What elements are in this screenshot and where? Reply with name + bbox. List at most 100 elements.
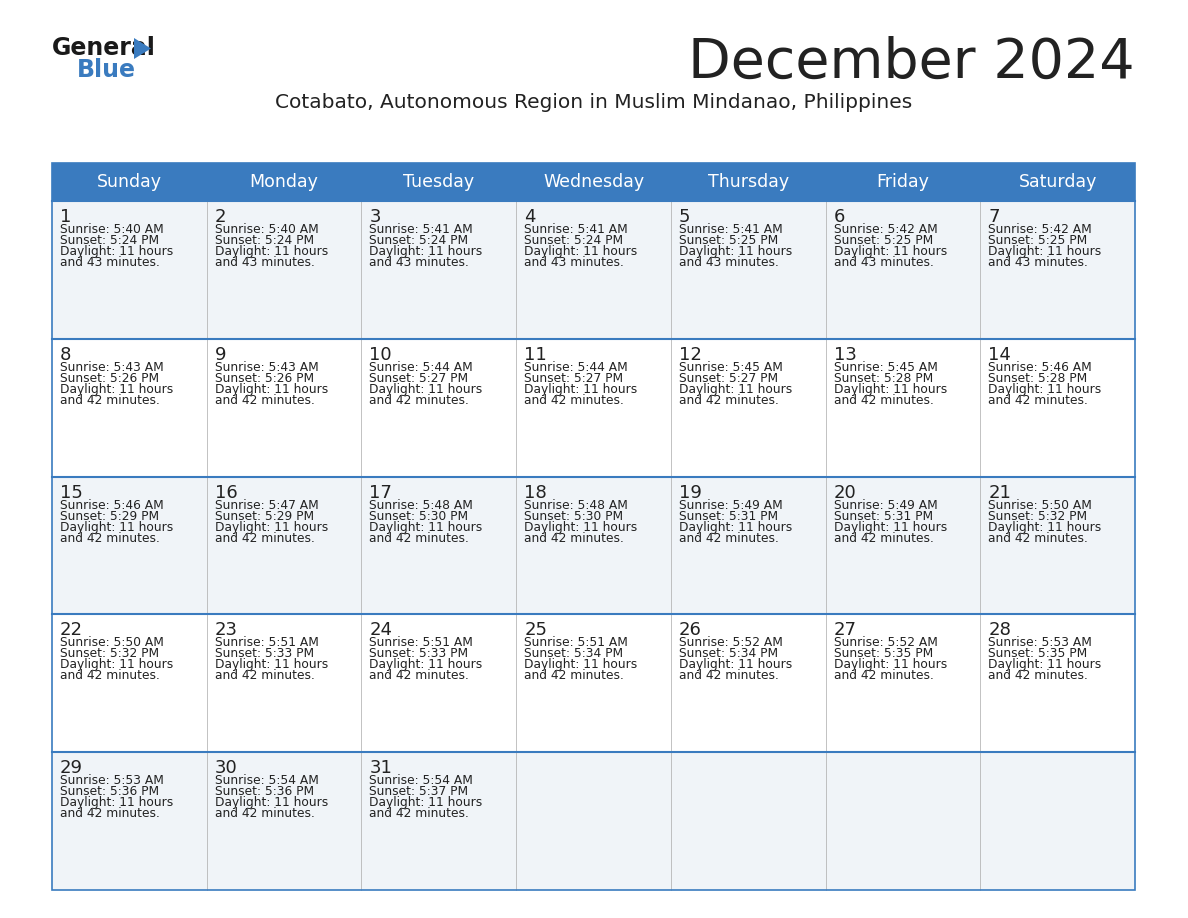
Text: and 43 minutes.: and 43 minutes.	[834, 256, 934, 269]
Text: and 43 minutes.: and 43 minutes.	[215, 256, 315, 269]
Text: 31: 31	[369, 759, 392, 778]
Text: Sunset: 5:33 PM: Sunset: 5:33 PM	[369, 647, 468, 660]
Text: Sunset: 5:26 PM: Sunset: 5:26 PM	[61, 372, 159, 385]
Text: Tuesday: Tuesday	[403, 173, 474, 191]
Bar	[826, 614, 980, 752]
Text: and 42 minutes.: and 42 minutes.	[369, 532, 469, 544]
Text: and 43 minutes.: and 43 minutes.	[988, 256, 1088, 269]
Text: and 42 minutes.: and 42 minutes.	[369, 807, 469, 820]
Text: Sunrise: 5:44 AM: Sunrise: 5:44 AM	[524, 361, 628, 374]
Text: Sunrise: 5:41 AM: Sunrise: 5:41 AM	[369, 223, 473, 236]
Bar	[361, 339, 516, 476]
Text: Daylight: 11 hours: Daylight: 11 hours	[215, 658, 328, 671]
Text: Daylight: 11 hours: Daylight: 11 hours	[369, 658, 482, 671]
Text: Friday: Friday	[877, 173, 929, 191]
Text: Daylight: 11 hours: Daylight: 11 hours	[834, 521, 947, 533]
Text: 30: 30	[215, 759, 238, 778]
Text: and 42 minutes.: and 42 minutes.	[61, 807, 160, 820]
Bar	[826, 201, 980, 339]
Text: 29: 29	[61, 759, 83, 778]
Text: Sunset: 5:27 PM: Sunset: 5:27 PM	[369, 372, 468, 385]
Bar	[52, 339, 207, 476]
Bar	[52, 163, 1135, 890]
Text: 17: 17	[369, 484, 392, 501]
Text: Sunset: 5:24 PM: Sunset: 5:24 PM	[524, 234, 624, 247]
Bar	[980, 752, 1135, 890]
Text: Cotabato, Autonomous Region in Muslim Mindanao, Philippines: Cotabato, Autonomous Region in Muslim Mi…	[274, 93, 912, 112]
Bar	[671, 339, 826, 476]
Text: 4: 4	[524, 208, 536, 226]
Text: Sunrise: 5:41 AM: Sunrise: 5:41 AM	[524, 223, 628, 236]
Bar	[516, 476, 671, 614]
Text: and 42 minutes.: and 42 minutes.	[988, 532, 1088, 544]
Text: 13: 13	[834, 346, 857, 364]
Text: Sunrise: 5:43 AM: Sunrise: 5:43 AM	[215, 361, 318, 374]
Text: December 2024: December 2024	[688, 36, 1135, 90]
Text: Daylight: 11 hours: Daylight: 11 hours	[61, 658, 173, 671]
Text: 19: 19	[678, 484, 702, 501]
Bar	[516, 201, 671, 339]
Bar	[980, 201, 1135, 339]
Text: and 43 minutes.: and 43 minutes.	[678, 256, 778, 269]
Text: Sunrise: 5:49 AM: Sunrise: 5:49 AM	[834, 498, 937, 511]
Bar	[52, 163, 1135, 201]
Text: and 42 minutes.: and 42 minutes.	[834, 532, 934, 544]
Text: and 42 minutes.: and 42 minutes.	[524, 669, 624, 682]
Text: 12: 12	[678, 346, 702, 364]
Text: Sunrise: 5:50 AM: Sunrise: 5:50 AM	[988, 498, 1092, 511]
Bar	[516, 339, 671, 476]
Text: Daylight: 11 hours: Daylight: 11 hours	[988, 658, 1101, 671]
Text: Sunrise: 5:54 AM: Sunrise: 5:54 AM	[369, 774, 473, 788]
Text: 25: 25	[524, 621, 548, 640]
Text: and 42 minutes.: and 42 minutes.	[988, 669, 1088, 682]
Text: Sunset: 5:36 PM: Sunset: 5:36 PM	[215, 785, 314, 798]
Bar	[980, 614, 1135, 752]
Bar	[671, 752, 826, 890]
Text: Daylight: 11 hours: Daylight: 11 hours	[215, 521, 328, 533]
Bar	[52, 614, 207, 752]
Text: Daylight: 11 hours: Daylight: 11 hours	[524, 383, 638, 396]
Text: Blue: Blue	[77, 58, 135, 82]
Text: Daylight: 11 hours: Daylight: 11 hours	[834, 658, 947, 671]
Text: Sunrise: 5:46 AM: Sunrise: 5:46 AM	[988, 361, 1092, 374]
Text: Sunset: 5:29 PM: Sunset: 5:29 PM	[215, 509, 314, 522]
Bar	[671, 614, 826, 752]
Text: 8: 8	[61, 346, 71, 364]
Text: and 42 minutes.: and 42 minutes.	[215, 807, 315, 820]
Text: Thursday: Thursday	[708, 173, 789, 191]
Text: Sunset: 5:24 PM: Sunset: 5:24 PM	[61, 234, 159, 247]
Text: Sunrise: 5:51 AM: Sunrise: 5:51 AM	[524, 636, 628, 649]
Text: Sunset: 5:30 PM: Sunset: 5:30 PM	[369, 509, 468, 522]
Text: Sunset: 5:28 PM: Sunset: 5:28 PM	[988, 372, 1087, 385]
Text: 11: 11	[524, 346, 546, 364]
Text: Daylight: 11 hours: Daylight: 11 hours	[369, 383, 482, 396]
Text: Daylight: 11 hours: Daylight: 11 hours	[215, 245, 328, 258]
Text: Daylight: 11 hours: Daylight: 11 hours	[215, 796, 328, 809]
Bar	[52, 201, 207, 339]
Text: 21: 21	[988, 484, 1011, 501]
Text: Sunrise: 5:51 AM: Sunrise: 5:51 AM	[215, 636, 318, 649]
Text: and 43 minutes.: and 43 minutes.	[524, 256, 624, 269]
Text: and 42 minutes.: and 42 minutes.	[524, 532, 624, 544]
Text: Sunrise: 5:43 AM: Sunrise: 5:43 AM	[61, 361, 164, 374]
Text: and 42 minutes.: and 42 minutes.	[678, 394, 778, 407]
Text: and 42 minutes.: and 42 minutes.	[215, 532, 315, 544]
Text: 26: 26	[678, 621, 702, 640]
Text: Sunrise: 5:42 AM: Sunrise: 5:42 AM	[834, 223, 937, 236]
Bar	[516, 614, 671, 752]
Text: Sunset: 5:35 PM: Sunset: 5:35 PM	[834, 647, 933, 660]
Text: and 42 minutes.: and 42 minutes.	[678, 669, 778, 682]
Text: Sunset: 5:36 PM: Sunset: 5:36 PM	[61, 785, 159, 798]
Text: Sunrise: 5:40 AM: Sunrise: 5:40 AM	[215, 223, 318, 236]
Text: 5: 5	[678, 208, 690, 226]
Text: Sunrise: 5:50 AM: Sunrise: 5:50 AM	[61, 636, 164, 649]
Text: Sunrise: 5:41 AM: Sunrise: 5:41 AM	[678, 223, 783, 236]
Text: Sunset: 5:25 PM: Sunset: 5:25 PM	[988, 234, 1087, 247]
Text: Daylight: 11 hours: Daylight: 11 hours	[988, 383, 1101, 396]
Bar	[980, 339, 1135, 476]
Polygon shape	[134, 38, 151, 59]
Text: Daylight: 11 hours: Daylight: 11 hours	[988, 521, 1101, 533]
Text: Daylight: 11 hours: Daylight: 11 hours	[61, 796, 173, 809]
Text: 15: 15	[61, 484, 83, 501]
Text: 16: 16	[215, 484, 238, 501]
